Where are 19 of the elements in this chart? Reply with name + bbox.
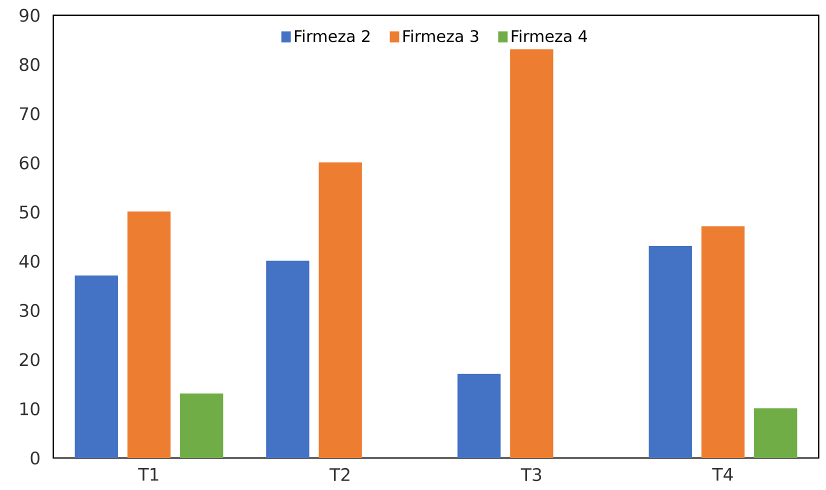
y-tick-label: 50 bbox=[20, 206, 40, 219]
legend-label: Firmeza 3 bbox=[403, 30, 478, 42]
y-tick-label: 70 bbox=[20, 107, 40, 120]
x-tick-label: T3 bbox=[520, 468, 542, 482]
y-tick-label: 90 bbox=[20, 8, 40, 22]
legend-label: Firmeza 2 bbox=[295, 30, 370, 42]
y-tick-label: 0 bbox=[30, 451, 40, 465]
y-tick-label: 80 bbox=[20, 58, 40, 72]
y-tick-label: 10 bbox=[20, 402, 40, 416]
y-tick-label: 40 bbox=[19, 254, 40, 268]
x-tick-label: T2 bbox=[329, 468, 350, 481]
bar bbox=[754, 408, 798, 458]
legend-label: Firmeza 4 bbox=[512, 30, 588, 42]
x-tick-label: T1 bbox=[138, 468, 158, 481]
y-tick-label: 60 bbox=[20, 156, 40, 170]
bar bbox=[180, 394, 224, 458]
y-tick-label: 20 bbox=[20, 353, 40, 366]
y-tick-label: 30 bbox=[20, 304, 40, 318]
x-tick-label: T4 bbox=[712, 468, 733, 481]
